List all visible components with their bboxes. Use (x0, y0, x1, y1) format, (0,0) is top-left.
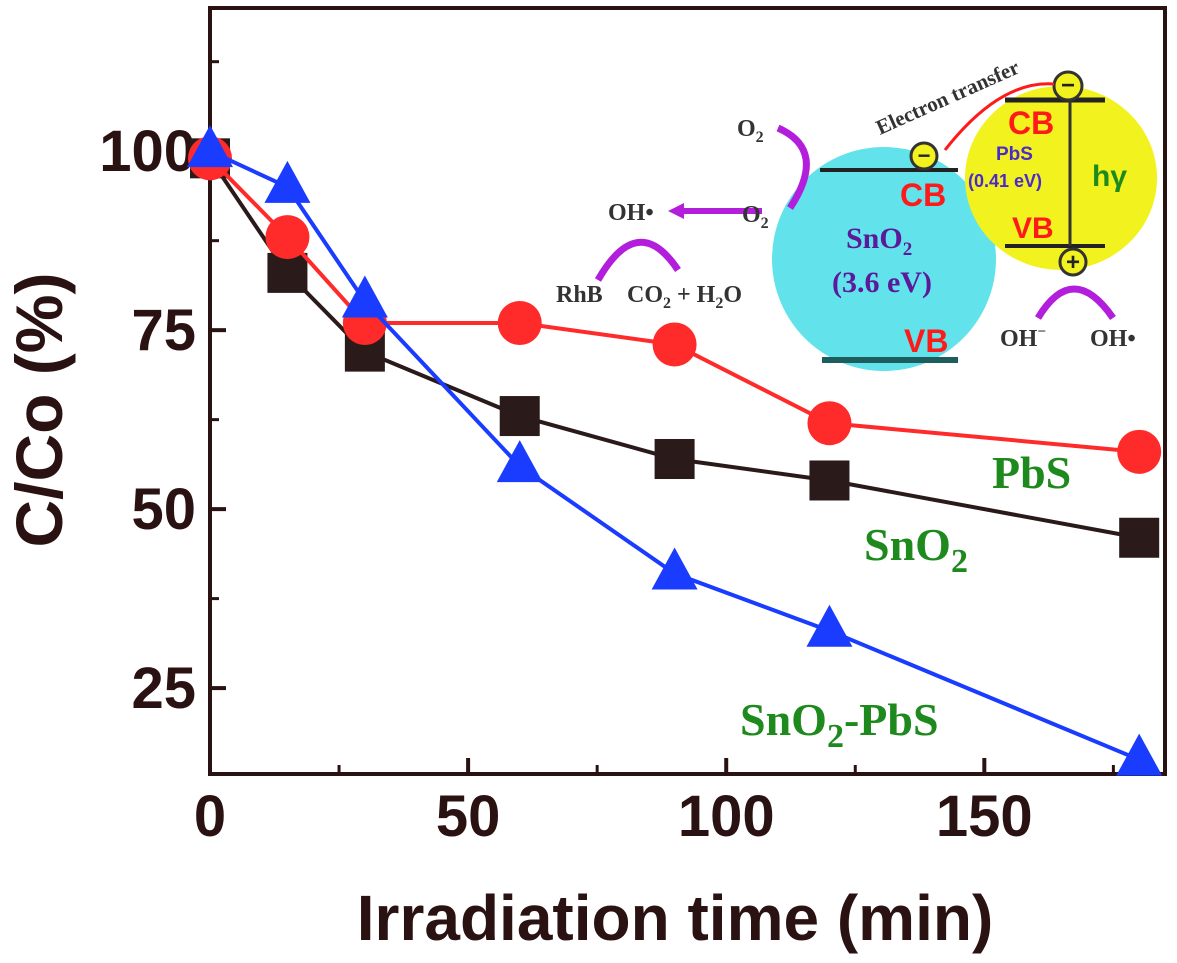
pbs-cb-label: CB (1008, 105, 1054, 141)
data-point-pbs (1117, 429, 1162, 474)
data-series (187, 125, 1163, 776)
data-point-pbs (497, 300, 542, 345)
data-point-sno2-pbs (496, 440, 543, 483)
hole-pbs-sign: + (1066, 249, 1080, 276)
oh-radical-2-label: OH• (1090, 326, 1136, 352)
electron-sno2-sign: − (918, 143, 931, 168)
data-point-sno2 (1119, 517, 1160, 558)
data-point-sno2-pbs (806, 604, 853, 647)
band-diagram-inset: − − + Electron transfer O2 OH• O2 RhB CO… (556, 55, 1157, 371)
data-point-sno2 (809, 460, 850, 501)
o2-reduction-arrow (776, 124, 810, 210)
oh-radical-label: OH• (608, 200, 654, 226)
o2-radical-arrowhead (668, 203, 684, 219)
data-point-sno2 (499, 396, 540, 437)
y-tick-label: 75 (131, 298, 196, 363)
rhb-label: RhB (556, 282, 603, 308)
data-point-pbs (652, 322, 697, 367)
y-tick-label: 50 (131, 477, 196, 542)
axis-ticks: 0 50 100 150 25 50 75 100 (99, 60, 1115, 849)
data-point-sno2-pbs (341, 275, 388, 318)
data-point-sno2-pbs (1116, 733, 1163, 776)
sno2-cb-label: CB (900, 177, 946, 213)
y-axis-title: C/Co (%) (2, 273, 76, 548)
data-point-sno2 (654, 439, 695, 480)
oh-oxidation-arrow (1035, 285, 1116, 320)
x-tick-label: 100 (678, 784, 775, 849)
pbs-particle (965, 86, 1157, 270)
electron-pbs-sign: − (1061, 72, 1075, 99)
sno2-name-label: SnO2 (846, 222, 912, 260)
data-point-pbs (807, 401, 852, 446)
sno2-particle (772, 147, 996, 371)
series-label-sno2-pbs: SnO2-PbS (740, 694, 939, 755)
x-tick-label: 150 (936, 784, 1033, 849)
light-label: hγ (1092, 160, 1127, 193)
series-label-sno2: SnO2 (864, 519, 968, 580)
oh-minus-label: OH− (1000, 324, 1046, 352)
data-point-sno2-pbs (264, 160, 311, 203)
series-label-pbs: PbS (992, 447, 1071, 498)
pbs-gap-label: (0.41 eV) (968, 171, 1042, 191)
hole-pbs (1058, 247, 1088, 277)
plot-frame (208, 6, 1167, 776)
electron-transfer-arrow (943, 82, 1055, 151)
x-axis-title: Irradiation time (min) (357, 882, 994, 954)
y-tick-label: 25 (131, 656, 196, 721)
data-point-sno2-pbs (651, 547, 698, 590)
sno2-gap-label: (3.6 eV) (832, 266, 932, 299)
pbs-vb-label: VB (1012, 212, 1054, 245)
products-label: CO2 + H2O (627, 282, 742, 312)
o2-mid-label: O2 (742, 202, 769, 232)
y-tick-label: 100 (99, 119, 196, 184)
x-tick-label: 50 (436, 784, 501, 849)
o2-top-label: O2 (737, 116, 764, 146)
x-tick-label: 0 (194, 784, 226, 849)
data-point-pbs (265, 215, 310, 260)
rhb-degradation-arrow (594, 239, 681, 282)
data-point-sno2 (267, 252, 308, 293)
pbs-name-label: PbS (996, 144, 1033, 165)
electron-pbs (1052, 70, 1084, 102)
data-point-sno2-pbs (187, 125, 233, 168)
electron-sno2 (909, 141, 939, 171)
sno2-vb-label: VB (904, 323, 948, 359)
